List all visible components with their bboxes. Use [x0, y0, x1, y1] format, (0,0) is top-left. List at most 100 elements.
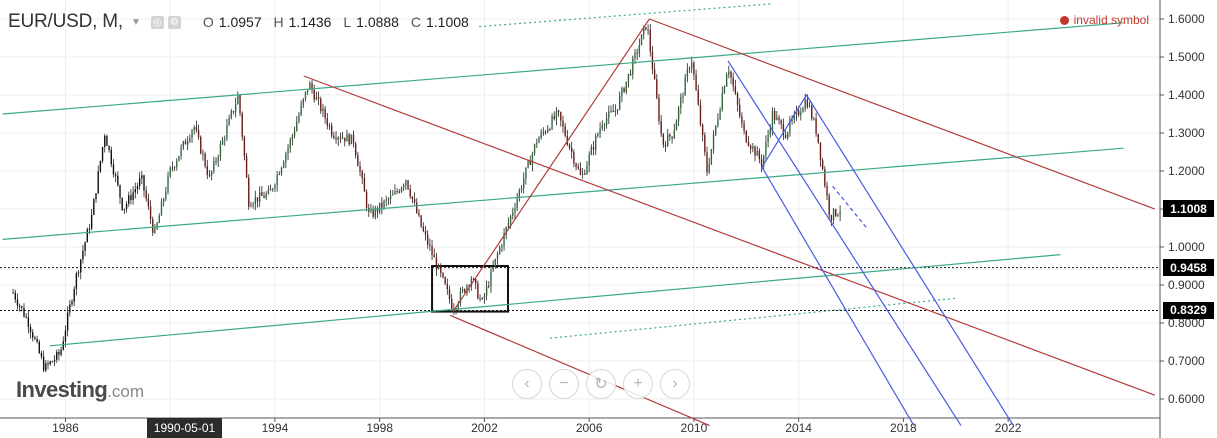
- candle-body: [806, 99, 809, 107]
- candle-body: [821, 160, 824, 170]
- candle-body: [228, 117, 230, 126]
- candle-body: [350, 134, 353, 145]
- candle-body: [136, 186, 139, 190]
- candle-body: [226, 125, 228, 139]
- candle-body: [728, 71, 730, 75]
- candle-body: [643, 27, 645, 35]
- candle-body: [206, 166, 208, 175]
- candle-body: [25, 316, 27, 318]
- candle-body: [298, 114, 300, 123]
- zoom-in-button[interactable]: +: [623, 369, 653, 399]
- candle-body: [152, 219, 154, 233]
- candle-body: [509, 215, 512, 223]
- candle-body: [778, 117, 780, 121]
- candle-body: [435, 257, 438, 270]
- candle-body: [704, 134, 706, 153]
- plus-icon: +: [633, 375, 643, 392]
- candle-body: [671, 136, 673, 139]
- settings-icon[interactable]: ◎: [150, 15, 164, 29]
- candle-body: [34, 337, 36, 339]
- candle-body: [245, 156, 248, 178]
- candle-body: [481, 298, 483, 300]
- candle-body: [110, 149, 112, 165]
- candle-body: [518, 189, 521, 199]
- candle-body: [387, 199, 390, 201]
- candle-body: [564, 126, 566, 136]
- candle-body: [348, 134, 350, 145]
- candle-body: [182, 141, 184, 148]
- candle-body: [162, 199, 165, 202]
- gear-icon[interactable]: ⚙: [167, 15, 181, 29]
- symbol-title[interactable]: EUR/USD, M,: [8, 11, 123, 32]
- candle-body: [36, 338, 38, 342]
- candle-body: [248, 177, 250, 207]
- candle-body: [411, 196, 414, 200]
- candle-body: [84, 242, 86, 251]
- trend-line: [2, 147, 1124, 240]
- candle-body: [741, 116, 743, 124]
- candle-body: [527, 160, 529, 168]
- candle-body: [125, 203, 128, 209]
- candle-body: [326, 118, 329, 126]
- chevron-down-icon[interactable]: ▼: [130, 16, 141, 28]
- x-tick-label: 2022: [995, 421, 1022, 435]
- candle-body: [21, 306, 23, 308]
- zoom-out-button[interactable]: −: [549, 369, 579, 399]
- candle-body: [171, 167, 174, 169]
- candle-body: [278, 173, 281, 175]
- candle-body: [317, 97, 320, 99]
- candle-body: [315, 97, 318, 100]
- candle-body: [771, 110, 774, 130]
- candle-body: [800, 112, 802, 115]
- candle-body: [660, 121, 662, 134]
- candle-body: [706, 152, 708, 173]
- candle-body: [658, 97, 660, 122]
- candle-body: [664, 144, 667, 147]
- candle-body: [112, 164, 115, 175]
- candle-body: [793, 114, 795, 120]
- candle-body: [239, 95, 241, 114]
- candle-body: [75, 273, 78, 289]
- candle-body: [531, 153, 534, 165]
- candle-body: [341, 137, 344, 139]
- candle-body: [130, 195, 132, 201]
- candle-body: [673, 130, 675, 139]
- trend-line: [450, 314, 710, 427]
- scroll-left-button[interactable]: ‹: [512, 369, 542, 399]
- candle-body: [446, 284, 449, 290]
- candle-body: [93, 199, 95, 215]
- candle-body: [503, 233, 505, 246]
- logo-brand: Investing: [16, 377, 108, 402]
- candle-body: [56, 351, 58, 360]
- candle-body: [686, 69, 689, 78]
- candle-body: [675, 120, 678, 131]
- candle-body: [745, 130, 747, 142]
- reset-button[interactable]: ↻: [586, 369, 616, 399]
- candle-body: [104, 135, 106, 148]
- status-text: invalid symbol: [1073, 13, 1149, 27]
- candle-body: [516, 198, 518, 209]
- candle-body: [540, 132, 542, 138]
- candle-body: [328, 125, 331, 127]
- candle-body: [42, 356, 45, 371]
- candle-body: [573, 152, 575, 164]
- candle-body: [490, 270, 492, 287]
- candle-body: [595, 135, 597, 150]
- price-label: 0.9458: [1163, 259, 1214, 277]
- candle-body: [732, 77, 734, 87]
- minus-icon: −: [559, 375, 569, 392]
- candle-body: [73, 288, 75, 302]
- candle-body: [337, 137, 339, 140]
- candle-body: [402, 185, 405, 188]
- candle-body: [695, 74, 697, 91]
- scroll-right-button[interactable]: ›: [660, 369, 690, 399]
- candle-body: [285, 153, 287, 163]
- candle-body: [293, 130, 296, 136]
- candle-body: [221, 139, 224, 145]
- candle-body: [252, 204, 254, 206]
- candle-body: [677, 107, 680, 121]
- candle-body: [106, 135, 108, 146]
- candle-body: [496, 253, 499, 259]
- candle-body: [538, 137, 540, 143]
